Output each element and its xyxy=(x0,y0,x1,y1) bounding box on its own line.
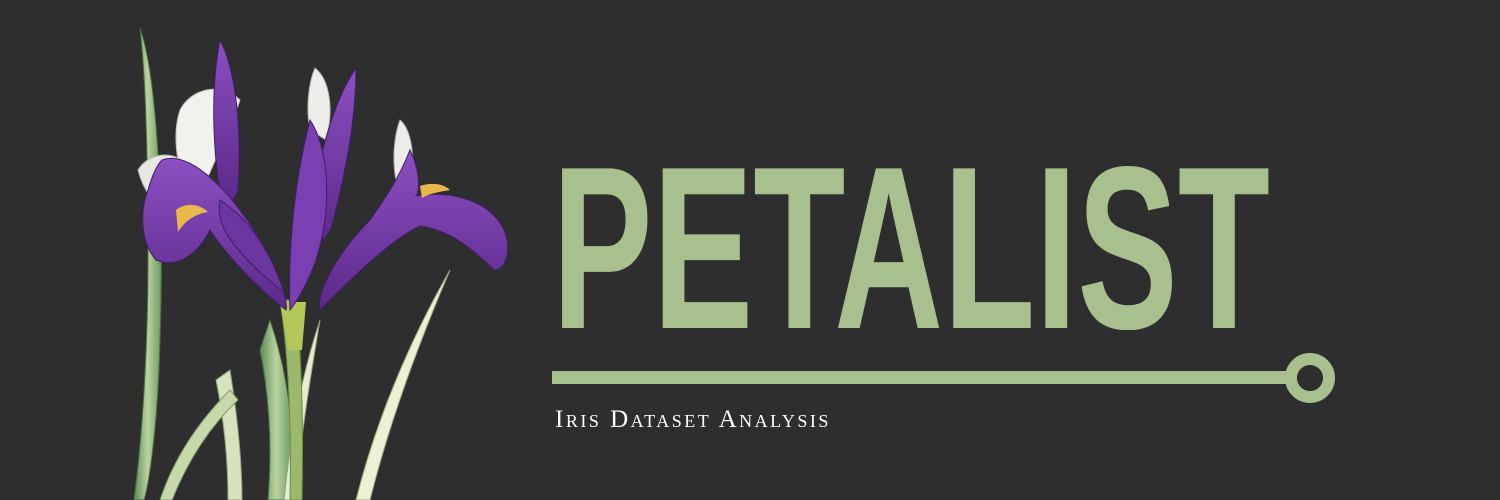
page-title-text: PETALIST xyxy=(552,150,1270,330)
title-divider xyxy=(552,353,1335,403)
iris-flower-illustration xyxy=(133,27,509,500)
page-title: PETALIST xyxy=(552,150,1272,330)
subtitle: Iris Dataset Analysis xyxy=(555,406,831,433)
divider-end-circle xyxy=(1285,353,1335,403)
